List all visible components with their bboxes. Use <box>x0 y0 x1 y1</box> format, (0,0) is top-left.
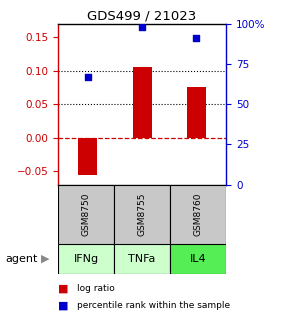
Bar <box>187 87 206 138</box>
Bar <box>58 185 114 244</box>
Text: log ratio: log ratio <box>77 285 115 293</box>
Text: ■: ■ <box>58 301 68 311</box>
Bar <box>58 244 114 274</box>
Text: percentile rank within the sample: percentile rank within the sample <box>77 301 230 310</box>
Point <box>140 24 144 30</box>
Text: IL4: IL4 <box>190 254 206 264</box>
Text: GSM8760: GSM8760 <box>194 193 203 236</box>
Text: IFNg: IFNg <box>73 254 99 264</box>
Text: agent: agent <box>6 254 38 264</box>
Title: GDS499 / 21023: GDS499 / 21023 <box>88 9 197 23</box>
Text: GSM8755: GSM8755 <box>137 193 147 236</box>
Bar <box>78 138 97 175</box>
Text: ▶: ▶ <box>41 254 49 264</box>
Text: GSM8750: GSM8750 <box>81 193 90 236</box>
Bar <box>114 244 170 274</box>
Text: TNFa: TNFa <box>128 254 156 264</box>
Point <box>194 35 199 41</box>
Bar <box>170 185 226 244</box>
Bar <box>170 244 226 274</box>
Point <box>86 74 90 79</box>
Bar <box>133 67 152 138</box>
Bar <box>114 185 170 244</box>
Text: ■: ■ <box>58 284 68 294</box>
